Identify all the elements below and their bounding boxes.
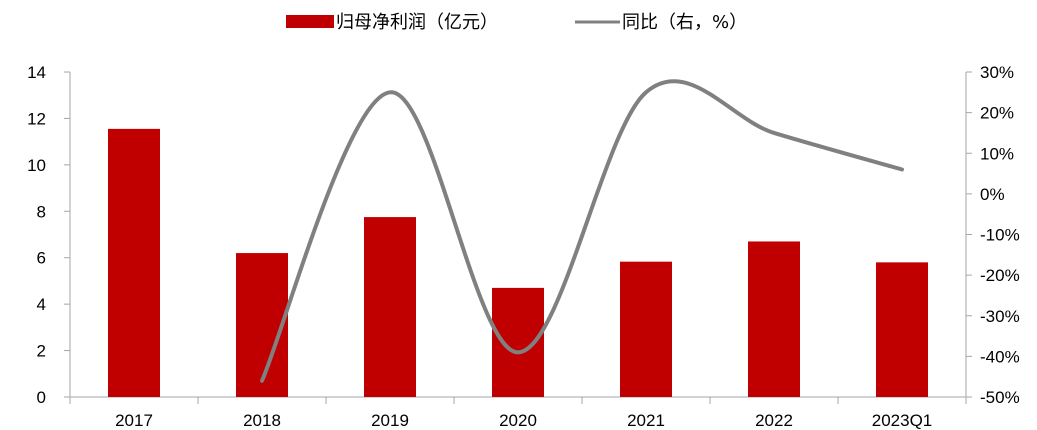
legend: 归母净利润（亿元） 同比（右，%）	[286, 12, 747, 33]
line-series	[260, 79, 904, 383]
y-right-tick-label: 20%	[980, 104, 1014, 123]
bar	[620, 261, 672, 397]
x-tick-label: 2019	[371, 411, 409, 430]
y-left-tick-label: 2	[37, 342, 46, 361]
y-left-tick-label: 8	[37, 202, 46, 221]
yoy-line	[260, 79, 904, 383]
x-tick-label: 2017	[115, 411, 153, 430]
bar	[748, 241, 800, 397]
legend-line-label: 同比（右，%）	[622, 12, 747, 33]
y-left-tick-label: 0	[37, 388, 46, 407]
y-right-tick-label: -50%	[980, 388, 1020, 407]
x-tick-label: 2022	[755, 411, 793, 430]
x-tick-label: 2021	[627, 411, 665, 430]
y-left-tick-label: 12	[27, 109, 46, 128]
y-left-tick-label: 4	[37, 295, 46, 314]
y-left-tick-label: 14	[27, 63, 46, 82]
y-right-tick-label: -20%	[980, 266, 1020, 285]
x-tick-label: 2020	[499, 411, 537, 430]
bar	[876, 262, 928, 397]
axes: 0 2 4 6 8 10 12 14 -50% -40% -30% -20% -10% 0% 10% 20% 3…	[27, 63, 1020, 430]
legend-bar-label: 归母净利润（亿元）	[336, 12, 498, 33]
bars	[108, 128, 928, 397]
y-right-tick-label: -30%	[980, 307, 1020, 326]
bar	[108, 128, 160, 397]
y-right-tick-label: -40%	[980, 347, 1020, 366]
x-tick-label: 2018	[243, 411, 281, 430]
y-right-tick-label: 0%	[980, 185, 1005, 204]
y-right-tick-label: 30%	[980, 63, 1014, 82]
y-left-tick-label: 10	[27, 156, 46, 175]
x-tick-label: 2023Q1	[872, 411, 933, 430]
y-left-tick-label: 6	[37, 249, 46, 268]
legend-bar-swatch	[286, 15, 334, 28]
bar	[364, 217, 416, 397]
bar	[236, 253, 288, 397]
y-right-tick-label: 10%	[980, 144, 1014, 163]
y-right-tick-label: -10%	[980, 226, 1020, 245]
